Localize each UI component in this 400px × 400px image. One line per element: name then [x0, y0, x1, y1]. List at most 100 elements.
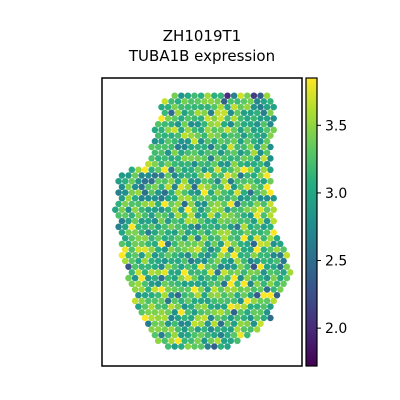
spot: [220, 143, 228, 151]
spot: [267, 132, 274, 139]
spot: [184, 274, 192, 282]
spot: [184, 206, 192, 213]
spot: [158, 320, 165, 327]
spot: [151, 172, 159, 179]
spot: [250, 103, 258, 111]
spot: [211, 126, 218, 134]
spot: [131, 183, 139, 191]
spots-layer: [112, 92, 294, 350]
spot: [250, 115, 258, 122]
spot: [135, 177, 142, 185]
spot: [260, 132, 268, 139]
spot: [168, 166, 175, 174]
spot: [171, 320, 178, 327]
spot: [214, 200, 221, 208]
spot: [158, 115, 165, 122]
spot: [247, 155, 254, 162]
spot: [263, 252, 271, 259]
spot: [125, 252, 132, 259]
spot: [145, 160, 152, 168]
spot: [148, 234, 155, 242]
spot: [161, 200, 169, 208]
spot: [257, 286, 264, 293]
spot: [240, 143, 248, 151]
spot: [161, 143, 169, 151]
spot: [207, 234, 215, 242]
spot: [164, 320, 172, 327]
spot: [171, 138, 178, 145]
spot: [197, 206, 205, 213]
spot: [194, 337, 202, 345]
spot: [201, 291, 208, 299]
spot: [227, 314, 235, 322]
spot: [201, 303, 208, 310]
spot: [270, 229, 277, 236]
spot: [161, 291, 169, 299]
spot: [260, 177, 268, 185]
spot: [187, 337, 195, 345]
spot: [184, 286, 192, 293]
spot: [121, 223, 129, 231]
spot: [174, 132, 182, 139]
spot: [204, 172, 211, 179]
spot: [174, 143, 182, 151]
spot: [244, 331, 251, 339]
spot: [234, 326, 241, 333]
spot: [154, 143, 162, 151]
spot: [250, 126, 258, 134]
spot: [154, 234, 162, 242]
spot: [184, 149, 192, 156]
spot: [250, 206, 258, 213]
spot: [164, 138, 172, 145]
spot: [135, 291, 142, 299]
spot: [121, 177, 129, 185]
spot: [201, 109, 208, 117]
spot: [158, 149, 165, 156]
spot: [201, 337, 208, 345]
spot: [234, 98, 241, 105]
spot: [267, 120, 274, 128]
spot: [197, 126, 205, 134]
spot: [207, 132, 215, 139]
spot: [178, 252, 185, 259]
spot: [174, 200, 182, 208]
spot: [204, 240, 211, 248]
spot: [194, 155, 202, 162]
spot: [158, 206, 165, 213]
spot: [197, 274, 205, 282]
spot: [260, 269, 268, 276]
spot: [207, 246, 215, 253]
spot: [267, 143, 274, 151]
spot: [267, 166, 274, 174]
spot: [260, 314, 268, 322]
spot: [151, 195, 159, 202]
spot: [191, 183, 198, 191]
spot: [224, 343, 231, 350]
spot: [171, 195, 178, 202]
spot: [164, 286, 172, 293]
spot: [191, 217, 198, 225]
spot: [237, 160, 244, 168]
spot: [148, 166, 155, 174]
spot: [237, 126, 244, 134]
spot: [115, 200, 122, 208]
spot: [161, 155, 169, 162]
spot: [224, 206, 231, 213]
spot: [234, 200, 241, 208]
spot: [191, 252, 198, 259]
spot: [270, 263, 277, 270]
spot: [214, 257, 221, 265]
spot: [214, 234, 221, 242]
spot: [201, 166, 208, 174]
spot: [207, 212, 215, 219]
spot: [168, 280, 175, 288]
spot: [247, 109, 254, 117]
spot: [230, 309, 238, 316]
spot: [267, 200, 274, 208]
spot: [227, 98, 235, 105]
spot: [220, 177, 228, 185]
spot: [227, 280, 235, 288]
spot: [125, 206, 132, 213]
spot: [214, 291, 221, 299]
spot: [283, 274, 291, 282]
